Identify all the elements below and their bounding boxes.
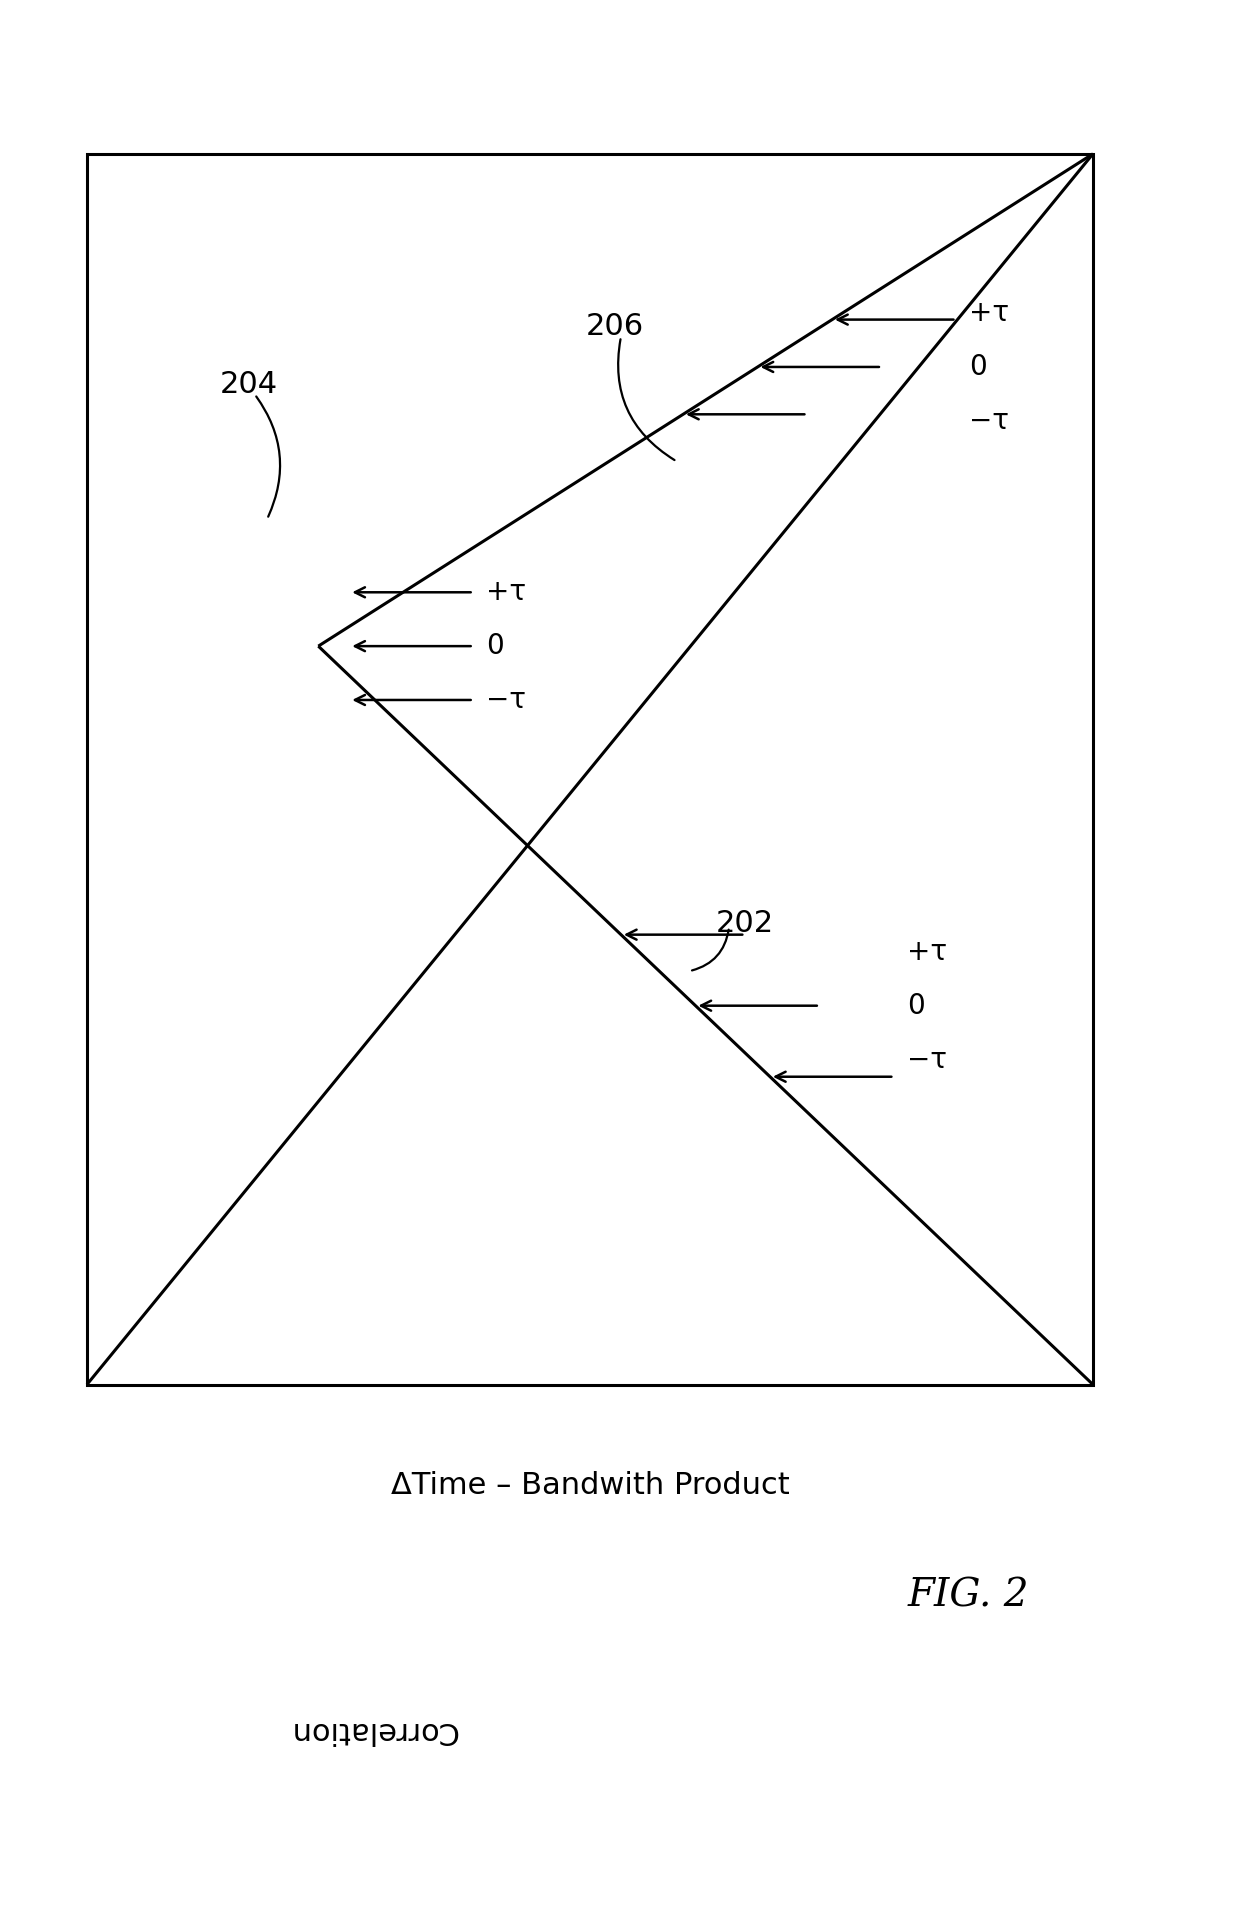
Text: +τ: +τ (486, 579, 527, 606)
Text: Correlation: Correlation (288, 1715, 457, 1746)
Text: 206: 206 (586, 312, 643, 342)
Text: ΔTime – Bandwith Product: ΔTime – Bandwith Product (390, 1471, 790, 1500)
Text: +τ: +τ (969, 300, 1009, 327)
Text: 202: 202 (717, 908, 774, 938)
Text: +τ: +τ (907, 938, 946, 965)
Text: −τ: −τ (486, 687, 527, 713)
Bar (87, 154, 1093, 1385)
Text: −τ: −τ (907, 1046, 946, 1073)
Text: 0: 0 (907, 992, 924, 1019)
Text: −τ: −τ (969, 408, 1009, 435)
Text: 0: 0 (969, 354, 986, 381)
Text: FIG. 2: FIG. 2 (908, 1577, 1030, 1615)
Text: 204: 204 (220, 369, 277, 400)
Text: 0: 0 (486, 633, 504, 660)
